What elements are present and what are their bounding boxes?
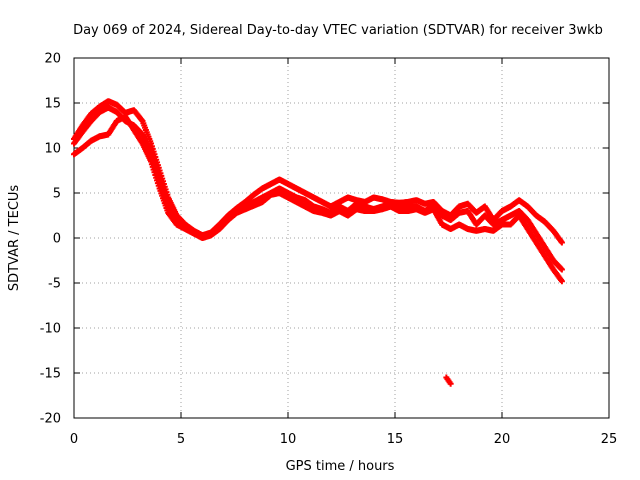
plot-frame bbox=[73, 57, 610, 419]
x-tick-label: 25 bbox=[601, 432, 618, 447]
y-tick-label: 10 bbox=[44, 142, 61, 157]
x-tick-label: 0 bbox=[70, 432, 78, 447]
grid bbox=[73, 57, 610, 419]
y-tick-label: -20 bbox=[40, 412, 61, 427]
chart-title: Day 069 of 2024, Sidereal Day-to-day VTE… bbox=[73, 23, 603, 38]
y-tick-label: -5 bbox=[48, 277, 61, 292]
data-points bbox=[71, 98, 565, 387]
y-tick-label: 5 bbox=[53, 187, 61, 202]
x-axis-label: GPS time / hours bbox=[286, 459, 395, 474]
y-tick-label: 15 bbox=[44, 97, 61, 112]
y-tick-labels: -20 -15 -10 -5 0 5 10 15 20 bbox=[40, 52, 61, 427]
x-tick-label: 15 bbox=[387, 432, 404, 447]
data-point bbox=[558, 266, 565, 273]
x-tick-label: 10 bbox=[280, 432, 297, 447]
y-tick-label: 20 bbox=[44, 52, 61, 67]
data-point bbox=[558, 278, 565, 285]
y-tick-label: -15 bbox=[40, 367, 61, 382]
x-tick-label: 20 bbox=[494, 432, 511, 447]
x-tick-labels: 0 5 10 15 20 25 bbox=[70, 432, 617, 447]
y-axis-label: SDTVAR / TECUs bbox=[7, 185, 22, 292]
y-tick-label: 0 bbox=[53, 232, 61, 247]
series-lower bbox=[71, 113, 565, 285]
x-tick-label: 5 bbox=[177, 432, 185, 447]
data-point bbox=[558, 239, 565, 246]
series-outlier bbox=[443, 374, 454, 387]
data-point bbox=[446, 379, 453, 386]
y-tick-label: -10 bbox=[40, 322, 61, 337]
